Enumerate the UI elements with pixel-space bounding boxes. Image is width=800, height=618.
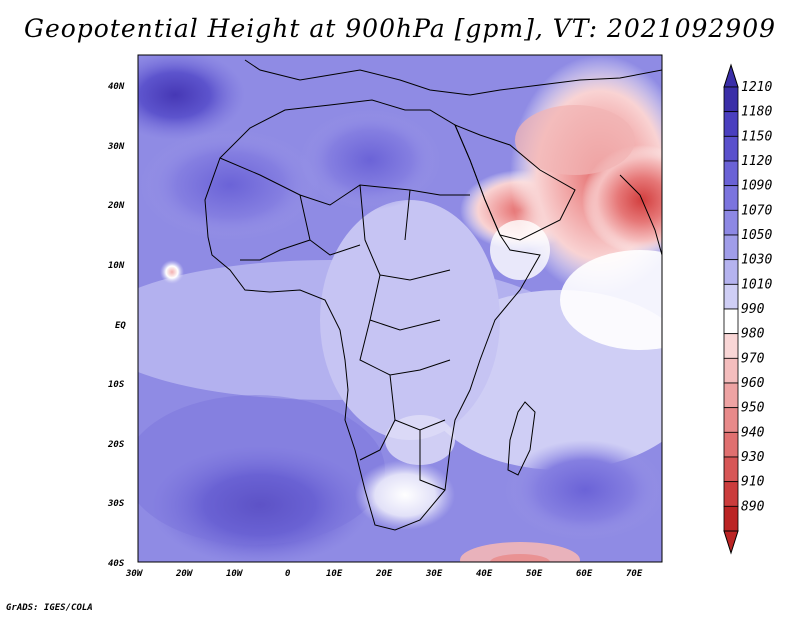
arabia-coastline (454, 124, 576, 241)
lat-axis: 40N 30N 20N 10N EQ 10S 20S 30S 40S (107, 82, 126, 569)
lat-tick: 20N (107, 201, 125, 211)
colorbar-label: 1150 (741, 129, 772, 144)
colorbar-label: 1070 (741, 203, 772, 218)
colorbar-label: 930 (741, 450, 765, 465)
colorbar-label: 990 (741, 302, 765, 317)
lat-tick: 30S (107, 499, 125, 509)
lon-tick: 50E (526, 569, 543, 579)
colorbar-label: 1010 (741, 277, 772, 292)
colorbar-label: 1180 (741, 105, 772, 120)
lon-tick: 20E (375, 569, 393, 579)
lon-tick: 70E (626, 569, 643, 579)
lat-tick: 40N (108, 82, 125, 92)
colorbar-swatch (723, 111, 739, 137)
lon-tick: 20W (175, 569, 194, 579)
colorbar-swatch (723, 481, 739, 507)
africa-coastline (204, 99, 541, 531)
europe-coastline (244, 59, 662, 96)
lon-tick: 60E (576, 569, 593, 579)
colorbar-label: 940 (741, 425, 765, 440)
lat-tick: 30N (107, 142, 125, 152)
colorbar: 1210 1180 1150 1120 1090 1070 1050 1030 1010 990 9… (723, 63, 772, 555)
colorbar-label: 910 (741, 475, 765, 490)
lon-tick: 10E (326, 569, 343, 579)
india-coastline (619, 174, 662, 256)
colorbar-swatch (723, 234, 739, 261)
colorbar-swatch (723, 382, 739, 409)
africa-borders (219, 157, 470, 491)
madagascar-coastline (507, 401, 536, 476)
coastlines (204, 59, 662, 531)
colorbar-swatch (723, 505, 739, 532)
colorbar-swatch (723, 135, 739, 162)
height-field (138, 55, 662, 562)
colorbar-swatch (723, 308, 739, 335)
colorbar-swatch (723, 283, 739, 310)
lon-tick: 30W (125, 569, 144, 579)
colorbar-swatch (723, 407, 739, 433)
colorbar-label: 950 (741, 401, 765, 416)
lat-tick: 20S (107, 440, 125, 450)
lat-tick: 40S (108, 559, 125, 569)
colorbar-arrow-bottom (723, 530, 739, 555)
colorbar-swatch (723, 86, 739, 113)
lat-tick: EQ (115, 321, 126, 331)
lon-tick: 10W (226, 569, 244, 579)
colorbar-label: 1050 (741, 228, 772, 243)
map-frame (137, 54, 663, 563)
colorbar-swatch (723, 185, 739, 211)
colorbar-arrow-top (723, 63, 739, 88)
colorbar-swatch (723, 333, 739, 359)
colorbar-label: 890 (741, 499, 765, 514)
colorbar-swatch (723, 160, 739, 187)
colorbar-swatch (723, 209, 739, 236)
colorbar-swatch (723, 357, 739, 384)
colorbar-swatch (723, 259, 739, 285)
colorbar-label: 1030 (741, 253, 772, 268)
colorbar-label: 980 (741, 327, 765, 342)
colorbar-label: 1120 (741, 154, 772, 169)
colorbar-label: 960 (741, 376, 765, 391)
lon-axis: 30W 20W 10W 0 10E 20E 30E 40E 50E 60E 70… (125, 569, 643, 579)
colorbar-label: 1210 (741, 80, 772, 95)
colorbar-swatch (723, 431, 739, 458)
lon-tick: 30E (425, 569, 443, 579)
lat-tick: 10S (108, 380, 125, 390)
grads-credit: GrADS: IGES/COLA (6, 603, 93, 613)
lon-tick: 0 (285, 569, 291, 579)
map-title: Geopotential Height at 900hPa [gpm], VT:… (23, 14, 777, 43)
lon-tick: 40E (476, 569, 493, 579)
colorbar-label: 970 (741, 351, 765, 366)
colorbar-swatch (723, 456, 739, 483)
colorbar-label: 1090 (741, 179, 772, 194)
lat-tick: 10N (108, 261, 125, 271)
